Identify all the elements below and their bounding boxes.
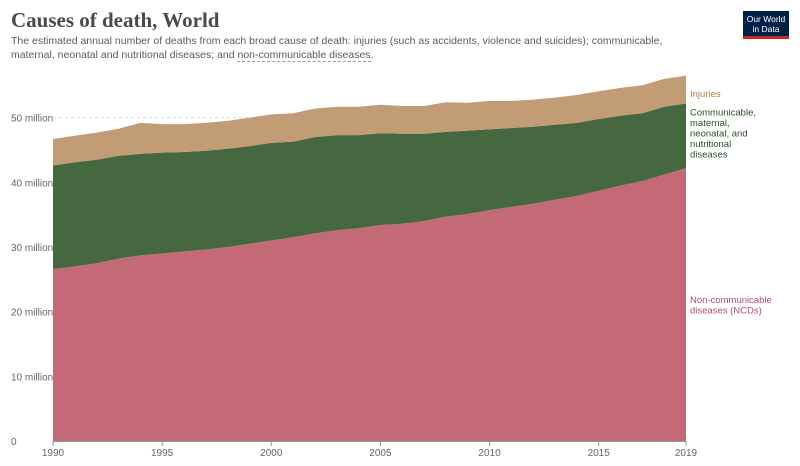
x-tick-label: 2019 xyxy=(675,448,698,459)
series-labels: Injuries Communicable, maternal, neonatal, … xyxy=(690,89,772,316)
series-label-injuries: Injuries xyxy=(690,89,721,100)
y-tick-label: 20 million xyxy=(11,308,53,319)
series-label-communicable: Communicable, maternal, neonatal, and nutri… xyxy=(690,108,756,161)
series-label-ncd: Non-communicable diseases (NCDs) xyxy=(690,295,772,317)
series-label-line: Injuries xyxy=(690,89,721,100)
y-tick-label: 0 xyxy=(11,437,17,448)
logo-line-2: in Data xyxy=(752,24,780,34)
series-label-line: Communicable, xyxy=(690,108,756,119)
area-series xyxy=(53,75,686,441)
owid-logo[interactable]: Our World in Data xyxy=(743,11,789,39)
y-tick-label: 30 million xyxy=(11,243,53,254)
y-tick-label: 50 million xyxy=(11,114,53,125)
series-label-line: diseases xyxy=(690,150,728,161)
chart-title: Causes of death, World xyxy=(11,8,220,32)
series-label-line: diseases (NCDs) xyxy=(690,305,762,316)
y-tick-label: 10 million xyxy=(11,372,53,383)
x-axis: 1990 1995 2000 2005 2010 2015 2019 xyxy=(42,441,698,459)
logo-line-1: Our World xyxy=(746,14,786,24)
area-injuries[interactable] xyxy=(53,75,686,166)
series-label-line: neonatal, and xyxy=(690,129,748,140)
x-tick-label: 1990 xyxy=(42,448,65,459)
x-tick-label: 2000 xyxy=(260,448,283,459)
x-tick-label: 1995 xyxy=(151,448,174,459)
subtitle-text: The estimated annual number of deaths fr… xyxy=(11,35,663,61)
area-ncd[interactable] xyxy=(53,168,686,441)
subtitle-end: . xyxy=(370,49,374,61)
series-label-line: maternal, xyxy=(690,118,730,129)
y-axis-labels: 0 10 million 20 million 30 million 40 millio… xyxy=(11,114,53,448)
area-communicable[interactable] xyxy=(53,103,686,270)
series-label-line: nutritional xyxy=(690,139,731,150)
x-tick-label: 2005 xyxy=(369,448,392,459)
x-tick-label: 2010 xyxy=(478,448,501,459)
y-tick-label: 40 million xyxy=(11,178,53,189)
chart-subtitle: The estimated annual number of deaths fr… xyxy=(11,34,701,62)
series-label-line: Non-communicable xyxy=(690,295,772,306)
x-tick-label: 2015 xyxy=(588,448,611,459)
ncd-definition-link[interactable]: non-communicable diseases xyxy=(237,49,371,62)
